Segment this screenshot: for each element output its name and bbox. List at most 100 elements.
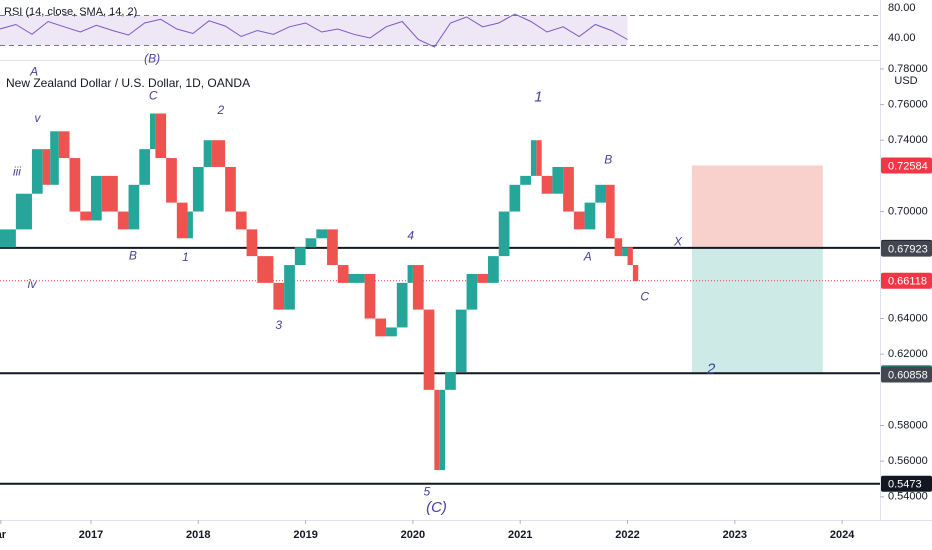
candle xyxy=(246,229,258,257)
candle xyxy=(606,184,615,239)
candle xyxy=(31,149,43,194)
candle xyxy=(101,175,118,212)
candle xyxy=(176,202,188,239)
x-tick-label: 2022 xyxy=(615,529,639,541)
candle xyxy=(225,166,236,212)
y-tick-label: 0.76000 xyxy=(888,98,928,110)
candle xyxy=(445,372,456,390)
candle xyxy=(187,211,193,239)
candle xyxy=(257,256,274,283)
rsi-title: RSI (14, close, SMA, 14, 2) xyxy=(4,6,137,18)
x-tick-label: 2024 xyxy=(830,529,855,541)
x-tick-label: 2018 xyxy=(186,529,210,541)
candle xyxy=(407,265,413,283)
wave-label: 4 xyxy=(407,229,414,243)
candle xyxy=(15,193,32,230)
candle xyxy=(541,175,553,194)
candle xyxy=(305,238,317,248)
candle xyxy=(622,247,628,257)
wave-label: (C) xyxy=(426,499,447,516)
y-tick-label: 0.78000 xyxy=(888,63,928,75)
candle xyxy=(595,184,607,203)
price-label-box xyxy=(881,366,932,383)
y-tick-label: 0.62000 xyxy=(888,348,928,360)
y-tick-label: 0.58000 xyxy=(888,419,928,431)
price-label: 0.72584 xyxy=(888,160,928,172)
candle xyxy=(42,149,51,185)
rsi-band xyxy=(0,15,628,46)
candle xyxy=(488,256,499,283)
candle xyxy=(536,140,542,176)
main-pane xyxy=(0,113,880,485)
wave-label: 5 xyxy=(424,484,431,498)
candle xyxy=(632,265,639,282)
price-label: 0.67923 xyxy=(888,243,928,255)
x-tick-label: 2017 xyxy=(79,529,103,541)
wave-label: X xyxy=(673,235,683,249)
candle xyxy=(203,140,212,167)
candle xyxy=(509,184,521,212)
chart-title: New Zealand Dollar / U.S. Dollar, 1D, OA… xyxy=(6,76,250,90)
candle xyxy=(316,229,328,239)
wave-label: A xyxy=(29,65,38,79)
candle xyxy=(396,282,408,328)
candle xyxy=(563,166,574,212)
candle xyxy=(552,166,564,194)
rsi-tick-label: 40.00 xyxy=(888,32,916,44)
rsi-pane xyxy=(0,13,880,48)
candle xyxy=(412,265,424,310)
price-label-box xyxy=(881,240,932,257)
candle xyxy=(455,309,467,373)
candle xyxy=(139,149,151,185)
candle xyxy=(520,175,531,185)
candle xyxy=(294,247,306,266)
x-tick-label: ar xyxy=(0,529,7,541)
candle xyxy=(128,184,140,230)
candle xyxy=(90,175,102,221)
x-tick-label: 2020 xyxy=(401,529,425,541)
wave-label: 2 xyxy=(216,103,224,117)
candle xyxy=(627,247,633,266)
x-tick-label: 2019 xyxy=(293,529,317,541)
candle xyxy=(434,389,440,471)
candle xyxy=(375,318,387,337)
candle xyxy=(192,166,204,212)
wave-label: iv xyxy=(28,277,38,291)
candle xyxy=(117,211,129,230)
wave-label: A xyxy=(583,250,592,264)
y-tick-label: 0.74000 xyxy=(888,134,928,146)
wave-label: B xyxy=(129,248,137,262)
candle xyxy=(211,140,226,167)
candle xyxy=(155,113,167,159)
price-label-box xyxy=(881,157,932,174)
y-tick-label: 0.56000 xyxy=(888,455,928,467)
wave-label: B xyxy=(604,153,612,167)
y-tick-label: 0.64000 xyxy=(888,312,928,324)
price-label-box xyxy=(881,272,932,289)
wave-label: (B) xyxy=(144,51,160,65)
candle xyxy=(69,158,81,212)
candle xyxy=(423,309,435,390)
candle xyxy=(284,265,295,310)
candle xyxy=(50,131,59,185)
candle xyxy=(0,229,16,248)
candle xyxy=(337,265,349,283)
candle xyxy=(80,211,91,221)
y-tick-label: 0.70000 xyxy=(888,205,928,217)
candle xyxy=(614,238,623,257)
wave-label: 2 xyxy=(706,360,716,377)
wave-label: C xyxy=(149,89,158,103)
candle xyxy=(166,158,177,203)
candle xyxy=(150,113,156,150)
candle xyxy=(573,211,585,230)
candle xyxy=(530,140,537,176)
candle xyxy=(348,273,365,283)
x-tick-label: 2023 xyxy=(723,529,747,541)
candle xyxy=(235,211,247,230)
stop-zone xyxy=(691,165,823,248)
candle xyxy=(273,282,285,310)
candle xyxy=(327,229,338,266)
price-label: 0.5473 xyxy=(888,479,922,491)
